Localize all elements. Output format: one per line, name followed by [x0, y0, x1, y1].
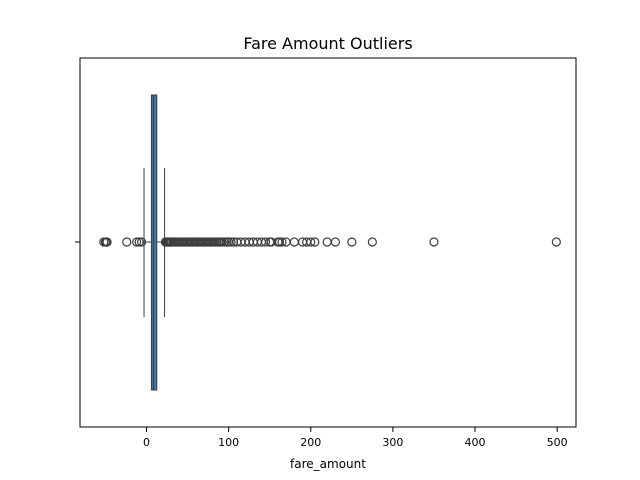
- outlier-point: [134, 237, 144, 247]
- x-tick-label: 0: [143, 436, 150, 449]
- outlier-point: [219, 237, 230, 247]
- outlier-point: [122, 237, 132, 247]
- outlier-point: [260, 237, 271, 247]
- outlier-point: [551, 237, 561, 247]
- outlier-point: [429, 237, 439, 247]
- x-tick-label: 300: [382, 436, 403, 449]
- x-tick-label: 200: [300, 436, 321, 449]
- outlier-point: [277, 237, 287, 247]
- x-tick-label: 500: [547, 436, 568, 449]
- x-tick-label: 100: [218, 436, 239, 449]
- x-axis-ticks: 0 100 200 300 400 500: [143, 427, 568, 449]
- x-axis-label: fare_amount: [290, 457, 366, 471]
- outlier-point: [347, 237, 357, 247]
- outlier-point: [102, 237, 112, 247]
- outlier-point: [367, 237, 377, 247]
- outlier-point: [228, 237, 239, 247]
- outlier-point: [274, 237, 285, 247]
- x-tick-label: 400: [465, 436, 486, 449]
- chart-title: Fare Amount Outliers: [243, 34, 412, 53]
- outlier-point: [226, 237, 236, 247]
- outlier-point: [132, 237, 142, 247]
- plot-area: [99, 94, 561, 391]
- outlier-point: [306, 237, 316, 247]
- outlier-point: [136, 237, 147, 247]
- outlier-point: [310, 237, 320, 247]
- outlier-point: [217, 237, 227, 247]
- outlier-point: [330, 237, 340, 247]
- iqr-box: [150, 94, 158, 391]
